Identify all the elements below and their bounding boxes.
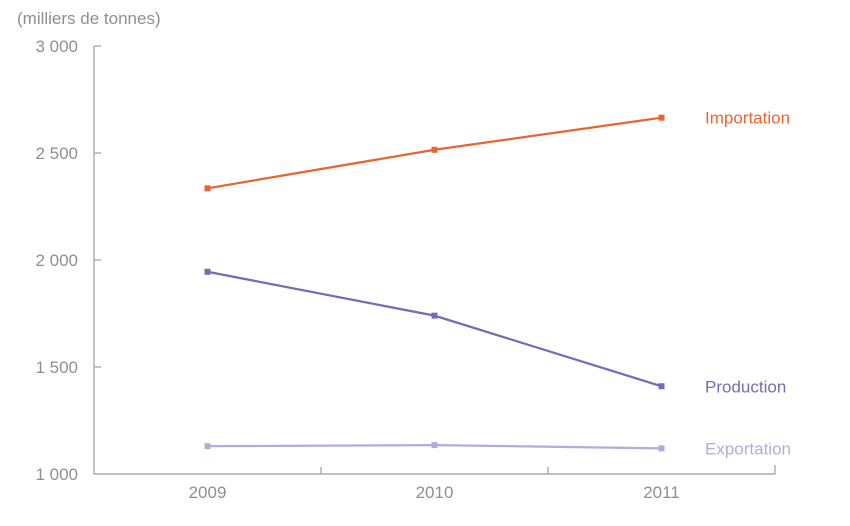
y-tick-label: 1 000 bbox=[35, 465, 78, 484]
series-label-exportation: Exportation bbox=[705, 439, 791, 458]
series-line-production bbox=[207, 270, 662, 388]
y-tick-label: 1 500 bbox=[35, 358, 78, 377]
series-label-production: Production bbox=[705, 377, 786, 396]
data-point-importation-2009 bbox=[204, 185, 211, 192]
axis bbox=[93, 46, 776, 475]
x-axis-label: 2010 bbox=[416, 483, 454, 502]
series-label-importation: Importation bbox=[705, 109, 790, 128]
data-point-importation-2011 bbox=[658, 114, 665, 121]
data-point-exportation-2009 bbox=[204, 443, 211, 450]
data-point-production-2009 bbox=[204, 268, 211, 275]
y-tick-label: 3 000 bbox=[35, 37, 78, 56]
data-point-importation-2010 bbox=[431, 146, 438, 153]
data-point-exportation-2011 bbox=[658, 445, 665, 452]
data-point-exportation-2010 bbox=[431, 442, 438, 449]
unit-label: (milliers de tonnes) bbox=[17, 9, 161, 28]
y-tick-label: 2 500 bbox=[35, 144, 78, 163]
x-axis-label: 2009 bbox=[189, 483, 227, 502]
y-tick-label: 2 000 bbox=[35, 251, 78, 270]
data-point-production-2011 bbox=[658, 383, 665, 390]
data-point-production-2010 bbox=[431, 312, 438, 319]
series-line-importation bbox=[207, 116, 662, 190]
x-axis-label: 2011 bbox=[643, 483, 680, 502]
